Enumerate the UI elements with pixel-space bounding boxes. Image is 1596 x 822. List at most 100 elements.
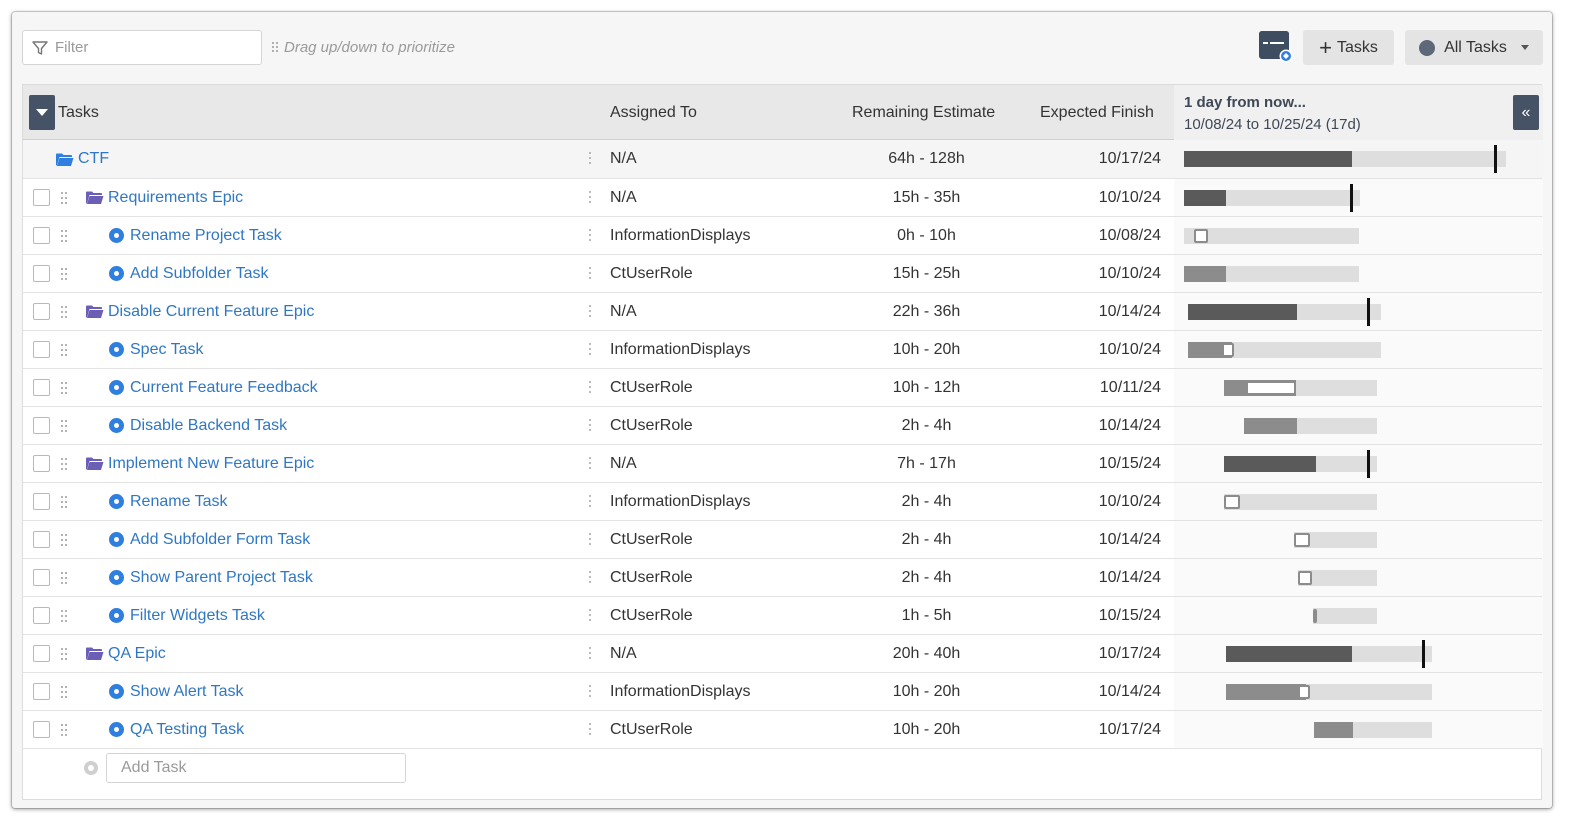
gantt-bar[interactable] bbox=[1298, 570, 1377, 586]
row-menu-icon[interactable] bbox=[589, 723, 592, 737]
row-checkbox[interactable] bbox=[33, 607, 50, 624]
drag-handle-icon[interactable] bbox=[61, 344, 67, 356]
task-row[interactable]: Spec Task InformationDisplays 10h - 20h 10/… bbox=[23, 331, 1543, 369]
drag-handle-icon[interactable] bbox=[61, 192, 67, 204]
row-checkbox[interactable] bbox=[33, 645, 50, 662]
task-name-link[interactable]: Spec Task bbox=[130, 340, 204, 358]
task-row[interactable]: Filter Widgets Task CtUserRole 1h - 5h 10/1… bbox=[23, 597, 1543, 635]
gantt-bar[interactable] bbox=[1184, 228, 1359, 244]
row-menu-icon[interactable] bbox=[589, 571, 592, 585]
task-row[interactable]: QA Testing Task CtUserRole 10h - 20h 10/17/… bbox=[23, 711, 1543, 749]
task-name-link[interactable]: Rename Task bbox=[130, 492, 228, 510]
filter-input[interactable] bbox=[55, 39, 245, 56]
drag-handle-icon[interactable] bbox=[61, 686, 67, 698]
row-checkbox[interactable] bbox=[33, 189, 50, 206]
task-name-link[interactable]: QA Epic bbox=[108, 644, 166, 662]
row-checkbox[interactable] bbox=[33, 265, 50, 282]
drag-handle-icon[interactable] bbox=[61, 420, 67, 432]
gantt-bar[interactable] bbox=[1188, 342, 1381, 358]
row-checkbox[interactable] bbox=[33, 379, 50, 396]
task-name-link[interactable]: Requirements Epic bbox=[108, 188, 244, 206]
task-name-link[interactable]: Add Subfolder Task bbox=[130, 264, 269, 282]
app-window-icon[interactable] bbox=[1258, 30, 1294, 64]
row-menu-icon[interactable] bbox=[589, 533, 592, 547]
row-menu-icon[interactable] bbox=[589, 381, 592, 395]
row-checkbox[interactable] bbox=[33, 303, 50, 320]
task-name-link[interactable]: Implement New Feature Epic bbox=[108, 454, 315, 472]
task-row[interactable]: Rename Task InformationDisplays 2h - 4h 10/… bbox=[23, 483, 1543, 521]
gantt-bar[interactable] bbox=[1313, 608, 1377, 624]
task-name-link[interactable]: QA Testing Task bbox=[130, 720, 245, 738]
drag-handle-icon[interactable] bbox=[61, 306, 67, 318]
column-header-expected-finish[interactable]: Expected Finish bbox=[1040, 104, 1154, 121]
drag-handle-icon[interactable] bbox=[61, 382, 67, 394]
epic-row[interactable]: Requirements Epic N/A 15h - 35h 10/10/24 bbox=[23, 179, 1543, 217]
drag-handle-icon[interactable] bbox=[61, 724, 67, 736]
column-header-tasks[interactable]: Tasks bbox=[58, 104, 99, 121]
task-row[interactable]: Rename Project Task InformationDisplays 0h… bbox=[23, 217, 1543, 255]
gantt-bar[interactable] bbox=[1226, 646, 1432, 662]
row-menu-icon[interactable] bbox=[589, 647, 592, 661]
drag-handle-icon[interactable] bbox=[61, 496, 67, 508]
add-task-input[interactable] bbox=[106, 753, 406, 783]
task-name-link[interactable]: Show Parent Project Task bbox=[130, 568, 313, 586]
row-menu-icon[interactable] bbox=[589, 685, 592, 699]
collapse-all-button[interactable] bbox=[29, 95, 55, 130]
gantt-bar[interactable] bbox=[1244, 418, 1377, 434]
row-menu-icon[interactable] bbox=[589, 305, 592, 319]
task-row[interactable]: Show Parent Project Task CtUserRole 2h - 4… bbox=[23, 559, 1543, 597]
task-name-link[interactable]: Disable Current Feature Epic bbox=[108, 302, 315, 320]
epic-row[interactable]: Disable Current Feature Epic N/A 22h - 36h… bbox=[23, 293, 1543, 331]
row-checkbox[interactable] bbox=[33, 683, 50, 700]
gantt-bar[interactable] bbox=[1184, 266, 1359, 282]
row-checkbox[interactable] bbox=[33, 531, 50, 548]
drag-handle-icon[interactable] bbox=[61, 458, 67, 470]
task-row[interactable]: Current Feature Feedback CtUserRole 10h - … bbox=[23, 369, 1543, 407]
gantt-bar[interactable] bbox=[1314, 722, 1432, 738]
collapse-gantt-button[interactable]: « bbox=[1513, 95, 1539, 130]
row-menu-icon[interactable] bbox=[589, 267, 592, 281]
task-name-link[interactable]: Show Alert Task bbox=[130, 682, 244, 700]
row-menu-icon[interactable] bbox=[589, 152, 592, 166]
drag-handle-icon[interactable] bbox=[61, 648, 67, 660]
filter-box[interactable] bbox=[22, 30, 262, 65]
row-menu-icon[interactable] bbox=[589, 419, 592, 433]
drag-handle-icon[interactable] bbox=[61, 230, 67, 242]
gantt-bar[interactable] bbox=[1224, 456, 1377, 472]
drag-handle-icon[interactable] bbox=[61, 534, 67, 546]
drag-handle-icon[interactable] bbox=[61, 268, 67, 280]
gantt-bar[interactable] bbox=[1188, 304, 1381, 320]
epic-row[interactable]: QA Epic N/A 20h - 40h 10/17/24 bbox=[23, 635, 1543, 673]
project-row[interactable]: CTF N/A 64h - 128h 10/17/24 bbox=[23, 140, 1543, 179]
row-menu-icon[interactable] bbox=[589, 229, 592, 243]
epic-row[interactable]: Implement New Feature Epic N/A 7h - 17h 10/… bbox=[23, 445, 1543, 483]
task-name-link[interactable]: Rename Project Task bbox=[130, 226, 282, 244]
gantt-bar[interactable] bbox=[1224, 494, 1377, 510]
gantt-bar[interactable] bbox=[1226, 684, 1432, 700]
column-header-assigned-to[interactable]: Assigned To bbox=[610, 104, 697, 121]
task-name-link[interactable]: Disable Backend Task bbox=[130, 416, 288, 434]
gantt-bar[interactable] bbox=[1184, 190, 1360, 206]
row-menu-icon[interactable] bbox=[589, 495, 592, 509]
task-name-link[interactable]: Filter Widgets Task bbox=[130, 606, 265, 624]
row-checkbox[interactable] bbox=[33, 455, 50, 472]
all-tasks-dropdown[interactable]: All Tasks bbox=[1405, 30, 1543, 65]
task-row[interactable]: Show Alert Task InformationDisplays 10h - … bbox=[23, 673, 1543, 711]
add-tasks-button[interactable]: + Tasks bbox=[1303, 30, 1394, 65]
row-menu-icon[interactable] bbox=[589, 609, 592, 623]
task-row[interactable]: Add Subfolder Form Task CtUserRole 2h - 4h… bbox=[23, 521, 1543, 559]
row-checkbox[interactable] bbox=[33, 493, 50, 510]
task-row[interactable]: Add Subfolder Task CtUserRole 15h - 25h 10/… bbox=[23, 255, 1543, 293]
row-checkbox[interactable] bbox=[33, 227, 50, 244]
row-checkbox[interactable] bbox=[33, 569, 50, 586]
row-checkbox[interactable] bbox=[33, 417, 50, 434]
gantt-bar[interactable] bbox=[1184, 151, 1506, 167]
gantt-bar[interactable] bbox=[1294, 532, 1377, 548]
column-header-remaining-estimate[interactable]: Remaining Estimate bbox=[852, 104, 996, 121]
row-menu-icon[interactable] bbox=[589, 457, 592, 471]
task-name-link[interactable]: Current Feature Feedback bbox=[130, 378, 318, 396]
task-name-link[interactable]: CTF bbox=[78, 150, 110, 167]
drag-handle-icon[interactable] bbox=[61, 572, 67, 584]
row-checkbox[interactable] bbox=[33, 721, 50, 738]
row-checkbox[interactable] bbox=[33, 341, 50, 358]
